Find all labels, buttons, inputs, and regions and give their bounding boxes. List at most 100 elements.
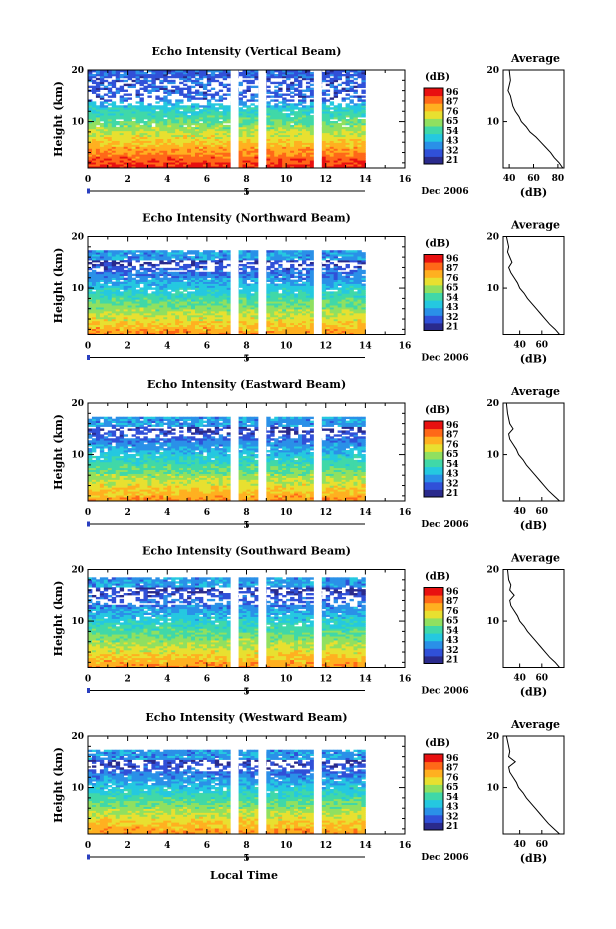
heatmap-cell: [139, 273, 144, 277]
colorbar-segment: [424, 150, 443, 154]
heatmap-cell: [329, 126, 335, 130]
heatmap-cell: [274, 136, 279, 139]
heatmap-cell: [159, 119, 164, 122]
heatmap-cell: [222, 93, 228, 96]
heatmap-cell: [218, 256, 224, 259]
heatmap-cell: [147, 322, 152, 326]
heatmap-cell: [175, 322, 180, 326]
heatmap-cell: [103, 256, 109, 259]
heatmap-cell: [191, 134, 196, 138]
heatmap-cell: [99, 79, 105, 83]
heatmap-cell: [238, 307, 243, 310]
heatmap-cell: [238, 152, 243, 155]
heatmap-cell: [151, 120, 156, 124]
heatmap-cell: [301, 142, 307, 145]
heatmap-cell: [151, 330, 156, 333]
heatmap-cell: [123, 132, 129, 136]
heatmap-cell: [274, 332, 279, 335]
heatmap-cell: [238, 320, 243, 324]
heatmap-cell: [238, 81, 243, 85]
heatmap-cell: [119, 166, 125, 169]
heatmap-cell: [103, 252, 109, 255]
heatmap-cell: [111, 164, 117, 167]
heatmap-cell: [151, 83, 156, 87]
heatmap-cell: [95, 324, 101, 328]
heatmap-cell: [163, 97, 168, 100]
heatmap-cell: [337, 160, 342, 163]
heatmap-cell: [167, 314, 172, 318]
heatmap-cell: [345, 156, 350, 159]
heatmap-cell: [139, 119, 144, 122]
heatmap-cell: [222, 250, 228, 253]
heatmap-cell: [187, 303, 192, 306]
heatmap-cell: [357, 164, 362, 167]
heatmap-cell: [270, 273, 275, 277]
heatmap-cell: [250, 277, 255, 281]
heatmap-cell: [198, 289, 204, 292]
heatmap-cell: [107, 122, 113, 126]
heatmap-cell: [214, 138, 220, 141]
heatmap-cell: [194, 138, 200, 141]
heatmap-cell: [250, 164, 255, 167]
heatmap-cell: [135, 314, 140, 318]
heatmap-cell: [278, 136, 283, 139]
heatmap-cell: [226, 70, 232, 73]
heatmap-cell: [210, 303, 216, 306]
heatmap-cell: [266, 75, 271, 79]
heatmap-cell: [187, 154, 192, 157]
heatmap-cell: [139, 150, 144, 153]
heatmap-cell: [103, 275, 109, 279]
heatmap-cell: [254, 273, 259, 277]
heatmap-cell: [309, 138, 315, 141]
heatmap-cell: [131, 295, 136, 298]
heatmap-cell: [301, 119, 307, 122]
heatmap-cell: [194, 328, 200, 331]
heatmap-cell: [139, 158, 144, 161]
heatmap-cell: [202, 156, 208, 159]
heatmap-cell: [214, 124, 220, 128]
heatmap-cell: [286, 83, 291, 87]
heatmap-cell: [95, 279, 101, 282]
heatmap-cell: [99, 128, 105, 132]
heatmap-cell: [222, 119, 228, 122]
heatmap-cell: [286, 119, 291, 122]
heatmap-cell: [139, 126, 144, 130]
heatmap-cell: [254, 305, 259, 308]
heatmap-cell: [270, 166, 275, 169]
heatmap-cell: [321, 134, 327, 138]
heatmap-cell: [218, 140, 224, 143]
heatmap-cell: [329, 166, 335, 169]
heatmap-cell: [99, 77, 105, 81]
heatmap-cell: [171, 303, 176, 306]
heatmap-cell: [107, 164, 113, 167]
heatmap-cell: [111, 160, 117, 163]
heatmap-cell: [349, 119, 354, 122]
heatmap-cell: [131, 73, 136, 77]
heatmap-cell: [266, 328, 271, 331]
heatmap-cell: [95, 132, 101, 136]
heatmap-cell: [183, 275, 188, 279]
heatmap-cell: [147, 297, 152, 300]
heatmap-cell: [171, 301, 176, 304]
heatmap-cell: [155, 146, 160, 149]
heatmap-cell: [238, 122, 243, 126]
heatmap-cell: [274, 73, 279, 77]
heatmap-cell: [175, 281, 180, 284]
heatmap-cell: [159, 71, 164, 75]
heatmap-cell: [143, 277, 148, 281]
heatmap-cell: [266, 301, 271, 304]
heatmap-cell: [218, 73, 224, 77]
heatmap-cell: [198, 324, 204, 328]
heatmap-cell: [226, 105, 232, 108]
heatmap-cell: [103, 309, 109, 312]
heatmap-cell: [179, 309, 184, 312]
heatmap-cell: [143, 81, 148, 85]
heatmap-cell: [115, 136, 121, 139]
heatmap-cell: [266, 117, 271, 120]
heatmap-cell: [353, 166, 358, 169]
heatmap-cell: [163, 164, 168, 167]
heatmap-cell: [155, 285, 160, 288]
heatmap-cell: [191, 316, 196, 320]
heatmap-cell: [91, 318, 97, 322]
heatmap-cell: [309, 124, 315, 128]
